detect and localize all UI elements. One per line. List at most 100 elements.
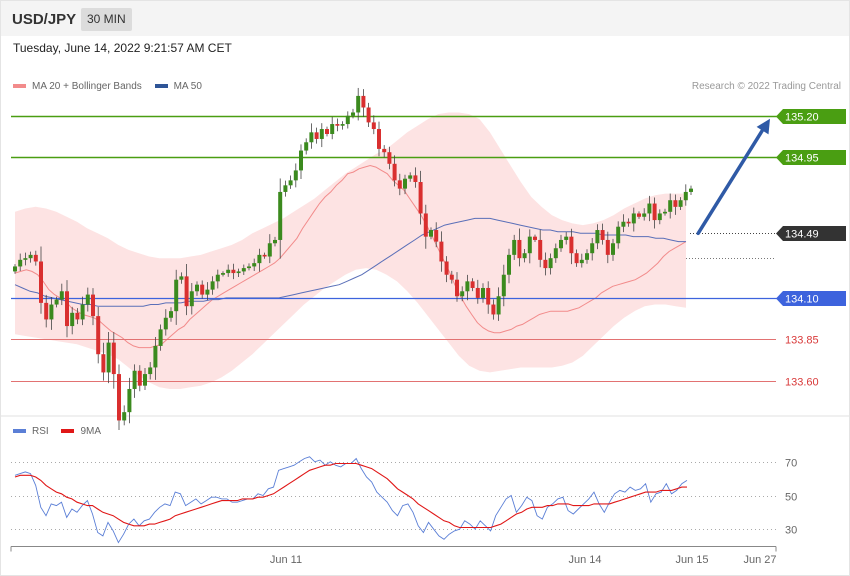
legend-bollinger-label: MA 20 + Bollinger Bands: [32, 81, 142, 92]
candle-body: [96, 316, 101, 355]
candle-body: [444, 261, 449, 275]
candle: [585, 249, 589, 264]
candle-body: [470, 281, 475, 288]
candle: [553, 243, 558, 263]
support-label-3: 134.10: [785, 294, 819, 306]
candle-body: [673, 200, 678, 207]
candle-body: [247, 266, 251, 269]
resistance-tag-0: [776, 109, 846, 124]
candle: [486, 281, 491, 314]
candle: [304, 138, 309, 155]
candle-body: [13, 266, 17, 272]
candle-body: [512, 239, 517, 255]
candle: [663, 208, 667, 216]
candle-body: [117, 374, 121, 421]
candle: [403, 174, 407, 195]
candle: [392, 155, 397, 187]
candle-body: [392, 163, 397, 181]
lower-support-label-4: 133.85: [785, 335, 819, 347]
resistance-tag-1: [776, 150, 846, 165]
candle: [143, 368, 147, 391]
bollinger-swatch: [13, 84, 26, 89]
candle: [101, 342, 106, 381]
candle: [678, 197, 683, 210]
candle-body: [626, 221, 631, 224]
candle-body: [283, 185, 288, 192]
candle-body: [491, 304, 496, 315]
candle: [106, 331, 111, 384]
candle-body: [486, 287, 491, 305]
candle-body: [569, 236, 574, 254]
candle: [96, 306, 101, 364]
candle: [174, 269, 179, 325]
candle-body: [70, 312, 75, 327]
candle-body: [345, 115, 350, 125]
lower-support-label-5: 133.60: [785, 377, 819, 389]
candle-body: [148, 367, 153, 375]
candle-body: [403, 178, 407, 189]
forecast-arrow: [696, 126, 766, 236]
candle-body: [195, 284, 199, 292]
candle-body: [80, 304, 85, 320]
candle-body: [527, 236, 532, 254]
candle: [221, 271, 225, 277]
candle: [70, 306, 75, 335]
interval-badge[interactable]: 30 MIN: [81, 8, 132, 31]
candle-body: [59, 291, 64, 300]
candle: [148, 362, 153, 380]
candle-body: [507, 254, 511, 275]
legend-rsi-label: RSI: [32, 426, 49, 437]
candle: [39, 246, 43, 314]
candle-body: [309, 132, 314, 143]
candle-body: [559, 239, 563, 249]
candle: [65, 280, 69, 338]
candle: [382, 145, 387, 158]
candle: [460, 286, 465, 302]
candle: [330, 116, 335, 140]
candle: [569, 228, 574, 265]
candle: [314, 127, 319, 144]
candle: [288, 175, 293, 189]
x-tick-label: Jun 11: [270, 554, 302, 566]
candle: [236, 268, 241, 277]
candle-body: [153, 345, 158, 368]
rsi-tick-label: 50: [785, 492, 797, 504]
candle: [241, 264, 246, 275]
candle-body: [663, 211, 667, 214]
candle: [111, 332, 116, 389]
candle-body: [18, 259, 23, 267]
candle-body: [637, 213, 641, 217]
candle: [673, 194, 678, 215]
candle-body: [429, 230, 433, 237]
candle-body: [668, 200, 673, 212]
candle: [465, 274, 470, 301]
candle: [195, 281, 199, 296]
candle-body: [215, 274, 220, 282]
candle: [49, 296, 54, 330]
candle-body: [137, 370, 142, 386]
candle: [689, 185, 693, 196]
candle-body: [600, 230, 605, 240]
candle-body: [439, 241, 444, 262]
candle: [127, 377, 132, 424]
candle: [616, 221, 621, 249]
candle: [33, 250, 38, 266]
candle: [605, 231, 610, 264]
ma20-line: [14, 164, 687, 349]
candle-body: [642, 213, 647, 217]
legend-ma50-label: MA 50: [173, 81, 202, 92]
candle-body: [262, 254, 267, 257]
candle: [657, 209, 662, 225]
candle: [423, 204, 428, 249]
candle-body: [657, 213, 662, 221]
candle: [231, 263, 236, 280]
candle: [579, 253, 584, 268]
candle-body: [621, 221, 626, 227]
candle: [642, 208, 647, 221]
candle: [80, 296, 85, 326]
candle: [117, 364, 121, 431]
rsi-tick-label: 70: [785, 458, 797, 470]
candle: [637, 211, 641, 219]
current-price-label: 134.49: [785, 229, 819, 241]
